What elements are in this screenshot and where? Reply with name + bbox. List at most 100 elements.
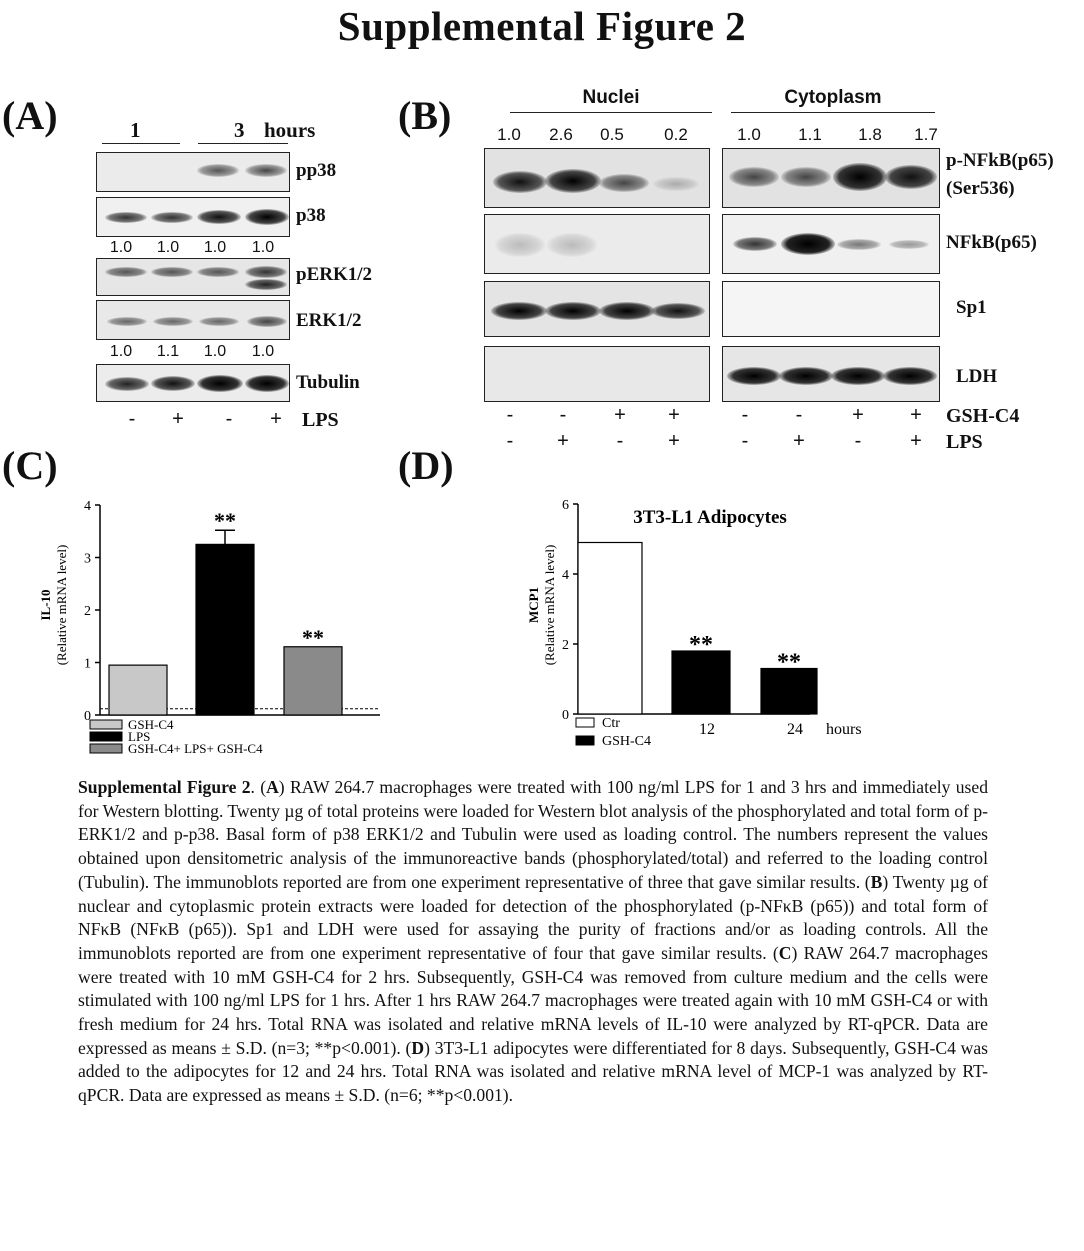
panel-d-letter: (D) — [398, 443, 454, 488]
c-bar — [108, 664, 168, 716]
b-gsh-sign: - — [795, 404, 803, 426]
d-y-tick-label: 2 — [562, 638, 569, 653]
d-ylabel: MCP1 — [526, 587, 541, 623]
time-group-3-line — [198, 143, 288, 144]
c-legend-swatch-3 — [89, 743, 123, 754]
c-legend-2: LPS — [128, 729, 150, 744]
b-nuclei-number: 1.0 — [497, 125, 521, 144]
b-lps-sign: - — [741, 430, 749, 452]
b-label-sp1: Sp1 — [956, 297, 987, 318]
blot-tubulin — [96, 364, 290, 402]
d-significance-label: ** — [777, 650, 801, 676]
time-unit-label: hours — [264, 118, 316, 142]
b-lps-sign: + — [557, 430, 569, 452]
caption-a-text: RAW 264.7 macrophages were treated with … — [78, 777, 988, 892]
b-lps-sign: - — [506, 430, 514, 452]
b-label-ser536: (Ser536) — [946, 178, 1015, 199]
blot-ldh-nuclei — [484, 346, 710, 402]
cytoplasm-line — [731, 112, 935, 113]
blot-pnfkb-cyto — [722, 148, 940, 208]
b-gsh-sign: + — [668, 404, 680, 426]
b-lps-sign: + — [910, 430, 922, 452]
c-legend-1: GSH-C4 — [128, 717, 174, 732]
c-y-tick-label: 0 — [84, 709, 91, 724]
a-number: 1.0 — [251, 239, 275, 256]
c-bar — [195, 543, 255, 716]
a-number: 1.1 — [156, 343, 180, 360]
blot-sp1-nuclei — [484, 281, 710, 337]
caption-d-marker: D — [411, 1037, 425, 1058]
c-bar — [283, 646, 343, 716]
blot-sp1-cyto — [722, 281, 940, 337]
caption-lead: Supplemental Figure 2 — [78, 777, 251, 797]
a-lps-sign: + — [172, 408, 184, 430]
nuclei-line — [510, 112, 712, 113]
d-x-unit-label: hours — [826, 721, 862, 738]
b-gsh-sign: - — [741, 404, 749, 426]
caption-b-marker: B — [870, 871, 883, 892]
caption-a-marker: A — [266, 777, 279, 797]
d-bar — [760, 667, 818, 715]
blot-p38 — [96, 197, 290, 237]
b-nuclei-number: 0.2 — [664, 125, 688, 144]
b-lps-sign: + — [668, 430, 680, 452]
b-cyto-number: 1.8 — [858, 125, 882, 144]
d-y-tick-label: 6 — [562, 498, 569, 513]
time-group-1-label: 1 — [130, 118, 141, 142]
b-gsh-sign: - — [559, 404, 567, 426]
blot-label-perk: pERK1/2 — [296, 264, 373, 285]
a-number: 1.0 — [203, 343, 227, 360]
figure-caption: Supplemental Figure 2. (A) RAW 264.7 mac… — [78, 777, 988, 1106]
b-label-ldh: LDH — [956, 366, 998, 387]
a-number: 1.0 — [251, 343, 275, 360]
b-nuclei-number: 2.6 — [549, 125, 573, 144]
d-ylabel2: (Relative mRNA level) — [542, 545, 557, 666]
b-gsh-label: GSH-C4 — [946, 405, 1020, 427]
b-cyto-number: 1.1 — [798, 125, 822, 144]
caption-c-text: RAW 264.7 macrophages were treated with … — [78, 942, 988, 1058]
figure-title: Supplemental Figure 2 — [337, 3, 747, 49]
a-lps-sign: - — [225, 408, 233, 430]
blot-erk — [96, 300, 290, 340]
c-y-tick-label: 4 — [84, 499, 91, 514]
blot-perk — [96, 258, 290, 296]
b-cyto-number: 1.0 — [737, 125, 761, 144]
a-number: 1.0 — [109, 239, 133, 256]
blot-label-erk: ERK1/2 — [296, 310, 362, 331]
a-lps-sign: + — [270, 408, 282, 430]
chart-c: 0 1 2 3 4 ** ** IL-10 (Relative mRNA level) G… — [38, 499, 380, 756]
b-label-nfkb: NFkB(p65) — [946, 232, 1037, 253]
b-lps-sign: + — [793, 430, 805, 452]
b-lps-sign: - — [854, 430, 862, 452]
d-y-tick-label: 0 — [562, 708, 569, 723]
c-legend-swatch-2 — [89, 731, 123, 742]
b-gsh-sign: + — [910, 404, 922, 426]
c-y-tick-label: 1 — [84, 657, 91, 672]
c-ylabel2: (Relative mRNA level) — [54, 545, 69, 666]
c-significance-label: ** — [302, 625, 324, 650]
caption-b-text: Twenty µg of nuclear and cytoplasmic pro… — [78, 871, 988, 963]
c-significance-label: ** — [214, 508, 236, 533]
c-legend-3: GSH-C4+ LPS+ GSH-C4 — [128, 741, 263, 756]
d-subtitle: 3T3-L1 Adipocytes — [633, 507, 787, 528]
blot-label-tubulin: Tubulin — [296, 372, 360, 393]
b-lps-sign: - — [616, 430, 624, 452]
d-y-tick-label: 4 — [562, 568, 569, 583]
c-legend-swatch-1 — [89, 719, 123, 730]
a-number: 1.0 — [203, 239, 227, 256]
d-legend-swatch-ctr — [575, 717, 595, 728]
panel-c-letter: (C) — [2, 443, 58, 488]
a-number: 1.0 — [156, 239, 180, 256]
blot-ldh-cyto — [722, 346, 940, 402]
b-gsh-sign: - — [506, 404, 514, 426]
b-lps-label: LPS — [946, 431, 983, 453]
d-legend-gsh: GSH-C4 — [602, 734, 651, 749]
d-significance-label: ** — [689, 632, 713, 658]
c-y-tick-label: 2 — [84, 604, 91, 619]
a-lps-label: LPS — [302, 409, 339, 431]
d-bar — [577, 541, 643, 715]
time-group-3-label: 3 — [234, 118, 245, 142]
time-group-1-line — [102, 143, 180, 144]
cytoplasm-label: Cytoplasm — [784, 87, 882, 108]
